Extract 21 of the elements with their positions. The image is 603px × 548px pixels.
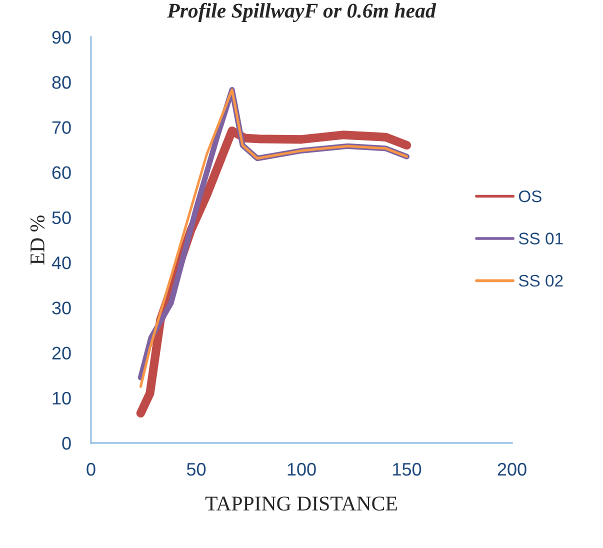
x-tick-label: 100 [288,462,316,476]
y-tick-label: 70 [52,121,71,134]
y-tick-label: 40 [52,256,71,270]
chart-title: Profile SpillwayF or 0.6m head [167,2,436,22]
y-axis-title: ED % [30,216,45,265]
y-tick-label: 10 [52,392,71,405]
y-tick-label: 60 [52,166,71,180]
y-tick-label: 30 [52,302,71,314]
legend-label: OS [518,190,542,202]
legend-label: SS 01 [518,232,563,244]
x-axis-title: TAPPING DISTANCE [205,496,397,511]
y-tick-label: 0 [62,436,71,450]
y-tick-label: 80 [52,76,71,89]
x-tick-label: 200 [498,462,526,476]
x-tick-label: 50 [186,462,206,476]
y-tick-label: 20 [52,346,71,360]
y-tick-label: 90 [52,30,71,44]
x-tick-label: 150 [393,462,422,476]
x-tick-label: 0 [86,462,96,476]
y-tick-label: 50 [52,211,71,224]
legend-label: SS 02 [518,274,563,287]
